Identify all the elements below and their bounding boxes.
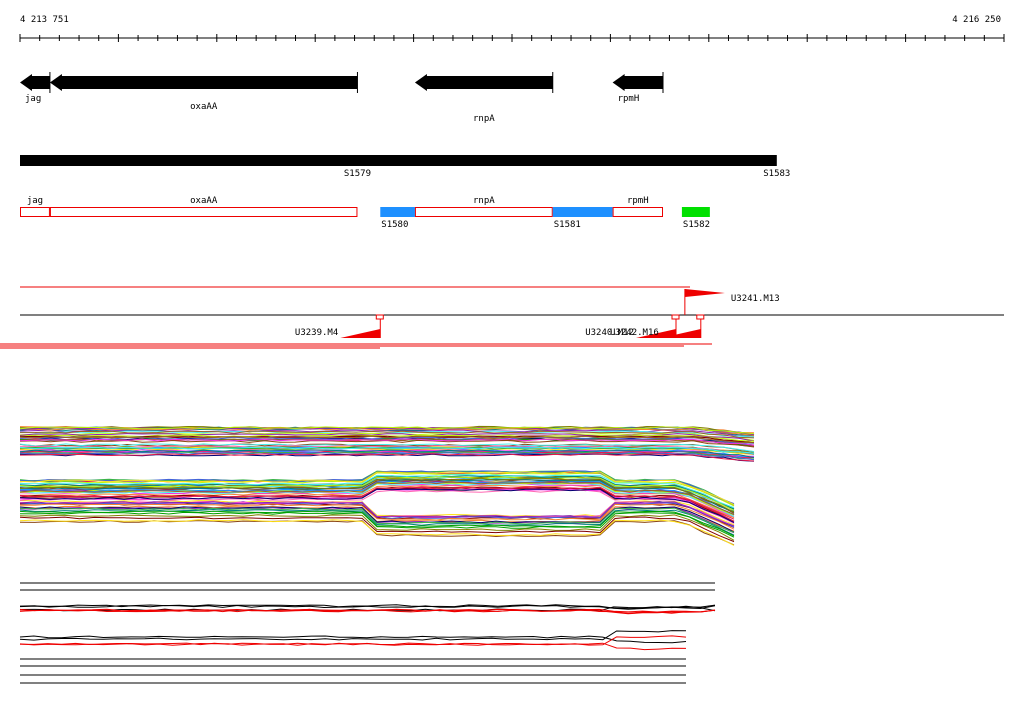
expression-profile-panel-top xyxy=(19,425,755,462)
coordinate-ruler: 4 213 751 4 216 250 xyxy=(19,15,1005,42)
expression-profile-panel-middle xyxy=(19,470,735,546)
segment-label: S1579 xyxy=(344,169,371,179)
profile-trace xyxy=(19,511,735,538)
profile-trace xyxy=(19,427,755,436)
gene-label-oxaAA: oxaAA xyxy=(190,102,218,112)
feature-box-s1582 xyxy=(681,207,710,217)
profile-trace xyxy=(19,635,687,646)
profile-trace xyxy=(19,516,735,543)
feature-box-s1580 xyxy=(380,207,415,217)
marker-triangle xyxy=(636,329,676,338)
feature-label: rpmH xyxy=(627,196,649,206)
marker-label: U3241.M13 xyxy=(731,294,780,304)
profile-trace xyxy=(19,430,755,439)
marker-triangle xyxy=(340,329,381,338)
segment-bar xyxy=(20,155,777,166)
marker-triangle xyxy=(660,329,701,338)
profile-trace xyxy=(19,486,735,522)
profile-trace xyxy=(19,475,735,510)
profile-trace xyxy=(19,433,755,442)
profile-trace xyxy=(19,443,755,452)
gene-arrow-rnpA xyxy=(414,74,553,91)
profile-trace xyxy=(19,449,755,459)
profile-trace xyxy=(19,426,755,435)
profile-trace xyxy=(19,507,735,533)
profile-trace xyxy=(19,453,755,462)
profile-trace xyxy=(19,630,687,641)
feature-box-rnpa xyxy=(414,207,553,217)
profile-trace xyxy=(19,435,755,444)
profile-trace xyxy=(19,635,687,644)
profile-trace xyxy=(20,445,755,454)
profile-trace xyxy=(19,501,735,527)
gene-track xyxy=(20,72,664,93)
marker-box xyxy=(375,314,384,320)
feature-label: rnpA xyxy=(473,196,495,206)
feature-label: S1581 xyxy=(554,220,581,230)
profile-trace xyxy=(19,453,755,462)
ruler-end-label: 4 216 250 xyxy=(952,15,1001,25)
marker-label: U3242.M16 xyxy=(610,328,659,338)
profile-trace xyxy=(19,520,735,546)
feature-box-oxaaa xyxy=(49,207,358,217)
profile-trace xyxy=(19,438,755,446)
gene-label-jag: jag xyxy=(25,94,41,104)
feature-label: oxaAA xyxy=(190,196,218,206)
expression-profile-panel-bottom xyxy=(19,582,716,684)
feature-label: jag xyxy=(27,196,43,206)
profile-trace xyxy=(19,489,735,524)
profile-trace xyxy=(20,503,735,530)
gene-labels: jag oxaAA rnpA rpmH xyxy=(25,94,639,124)
segment-label: S1583 xyxy=(763,169,790,179)
marker-triangle xyxy=(684,289,725,297)
feature-box-s1581 xyxy=(552,207,613,217)
profile-trace xyxy=(19,488,735,523)
gene-label-rnpA: rnpA xyxy=(473,114,495,124)
profile-trace xyxy=(19,472,735,507)
feature-box-jag xyxy=(20,207,50,217)
gene-arrow-jag xyxy=(20,74,50,91)
profile-trace xyxy=(19,451,755,461)
gene-arrow-rpmH xyxy=(612,74,664,91)
ruler-start-label: 4 213 751 xyxy=(20,15,69,25)
marker-label: U3240.M12 xyxy=(585,328,634,338)
marker-box xyxy=(671,314,680,320)
segment-track: S1579 S1583 xyxy=(20,155,790,179)
profile-trace xyxy=(19,474,735,509)
feature-box-rpmh xyxy=(612,207,664,217)
profile-trace xyxy=(19,514,735,541)
ruler-ticks xyxy=(19,34,1005,42)
feature-label: S1582 xyxy=(683,220,710,230)
profile-trace xyxy=(19,604,716,609)
feature-label: S1580 xyxy=(381,220,408,230)
profile-trace xyxy=(19,609,716,614)
marker-label: U3239.M4 xyxy=(295,328,338,338)
profile-trace xyxy=(19,519,735,546)
profile-trace xyxy=(19,477,735,513)
marker-box xyxy=(696,314,705,320)
profile-trace xyxy=(19,478,735,514)
profile-trace xyxy=(19,510,735,537)
gene-arrow-oxaAA xyxy=(49,74,358,91)
profile-trace xyxy=(19,471,735,506)
profile-trace xyxy=(19,446,755,454)
profile-trace xyxy=(19,608,716,613)
profile-trace xyxy=(19,481,735,515)
feature-track: jag oxaAA S1580 rnpA S1581 rpmH S1582 xyxy=(20,196,710,230)
gene-label-rpmH: rpmH xyxy=(618,94,640,104)
